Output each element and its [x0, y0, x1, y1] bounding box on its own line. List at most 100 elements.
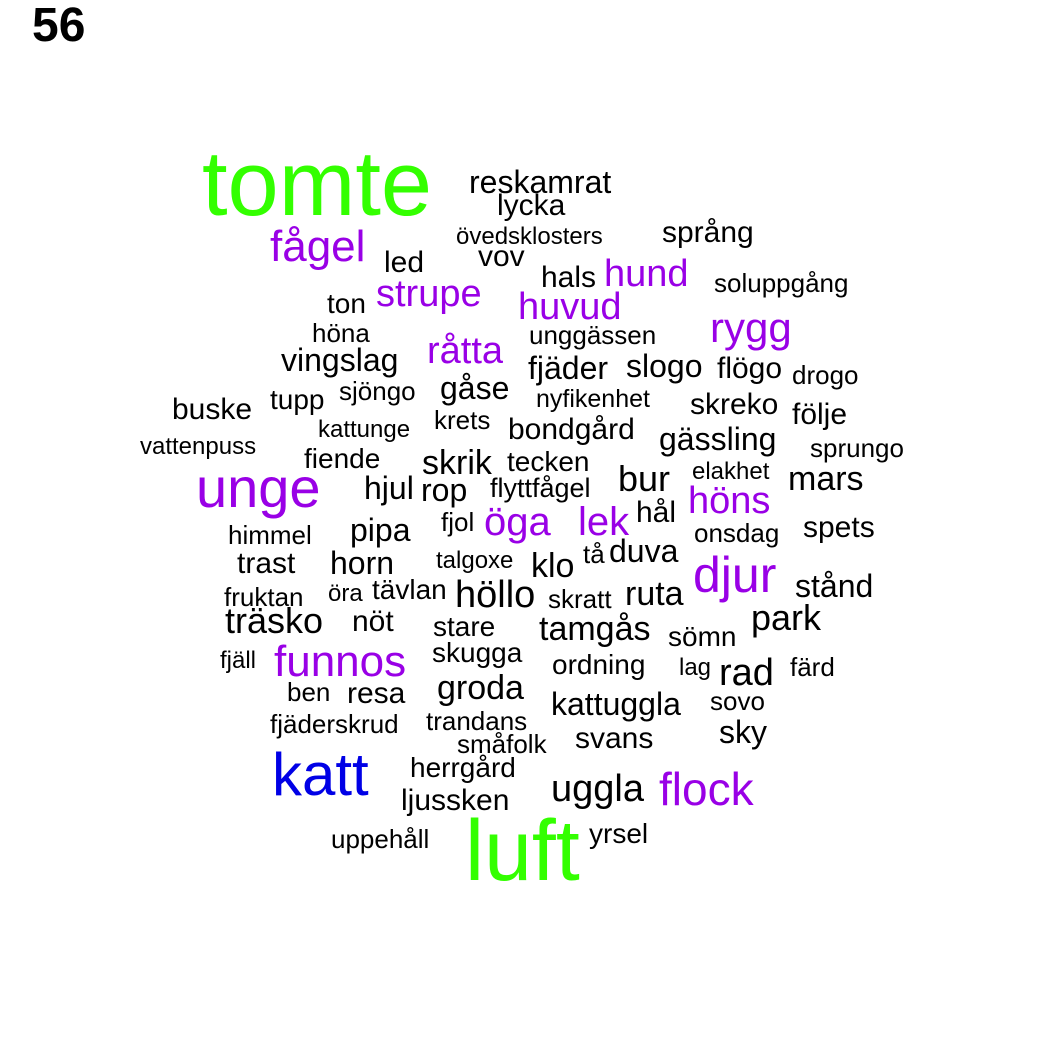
word-klo: klo — [531, 547, 575, 585]
word-horn: horn — [330, 545, 395, 581]
word-flock: flock — [659, 763, 754, 815]
word-sky: sky — [719, 714, 767, 750]
word-huvud: huvud — [518, 286, 622, 328]
word-spets: spets — [803, 511, 875, 544]
word-himmel: himmel — [228, 520, 312, 550]
word-trandans: trandans — [426, 706, 528, 736]
word-ruta: ruta — [625, 575, 684, 613]
word-gase: gåse — [440, 370, 510, 406]
word-nyfikenhet: nyfikenhet — [536, 385, 650, 413]
word-talgoxe: talgoxe — [436, 547, 514, 574]
word-bondgard: bondgård — [508, 413, 635, 446]
word-uggla: uggla — [551, 768, 644, 810]
word-soluppgang: soluppgång — [714, 268, 849, 298]
word-drogo: drogo — [792, 360, 859, 390]
word-rop: rop — [421, 472, 468, 508]
word-mars: mars — [788, 460, 864, 498]
word-skreko: skreko — [690, 388, 779, 421]
word-tecken: tecken — [507, 446, 590, 477]
word-reskamrat: reskamrat — [469, 164, 612, 200]
word-buske: buske — [172, 393, 253, 426]
word-ovedsklosters: övedsklosters — [456, 223, 603, 250]
word-vattenpuss: vattenpuss — [140, 433, 257, 460]
word-rad: rad — [719, 652, 774, 694]
word-fjader: fjäder — [528, 350, 609, 386]
word-kattunge: kattunge — [318, 416, 411, 443]
word-sprang: språng — [662, 216, 754, 249]
word-katt: katt — [272, 741, 369, 808]
word-bur: bur — [618, 458, 671, 499]
word-fjol: fjol — [441, 507, 475, 537]
word-hons: höns — [688, 480, 771, 522]
word-slogo: slogo — [626, 348, 703, 384]
word-groda: groda — [437, 669, 524, 707]
word-hals: hals — [541, 261, 597, 294]
word-lycka: lycka — [497, 189, 566, 222]
word-tamgas: tamgås — [539, 610, 651, 648]
word-ordning: ordning — [552, 649, 646, 680]
word-hjul: hjul — [364, 470, 414, 506]
word-sovo: sovo — [710, 686, 765, 716]
word-fjaderskrud: fjäderskrud — [270, 709, 399, 739]
word-rygg: rygg — [710, 304, 792, 351]
word-oga: öga — [484, 500, 551, 544]
word-skrik: skrik — [422, 444, 492, 482]
word-led: led — [384, 246, 425, 279]
word-unggassen: unggässen — [529, 320, 657, 350]
word-stand: stånd — [795, 568, 874, 604]
word-hollo: höllo — [455, 574, 536, 616]
word-fiende: fiende — [304, 443, 381, 474]
word-sjongo: sjöngo — [339, 376, 416, 406]
word-djur: djur — [693, 547, 777, 603]
word-skugga: skugga — [432, 637, 523, 668]
word-skratt: skratt — [548, 584, 612, 614]
word-tupp: tupp — [270, 384, 325, 415]
word-ljussken: ljussken — [401, 784, 510, 817]
word-ton: ton — [327, 288, 366, 319]
word-fagel: fågel — [270, 222, 366, 271]
word-hona: höna — [312, 318, 370, 348]
word-vov: vov — [478, 240, 525, 273]
word-somn: sömn — [668, 621, 737, 652]
word-ora: öra — [328, 580, 363, 607]
word-hund: hund — [604, 253, 689, 295]
word-fjall: fjäll — [220, 647, 257, 674]
word-flogo: flögo — [717, 352, 783, 385]
word-herrgard: herrgård — [410, 752, 516, 783]
word-gassling: gässling — [659, 421, 777, 457]
word-luft: luft — [465, 803, 580, 899]
word-krets: krets — [434, 405, 491, 435]
word-smafolk: småfolk — [457, 729, 547, 759]
word-duva: duva — [609, 533, 679, 569]
word-park: park — [751, 597, 822, 638]
word-uppehall: uppehåll — [331, 824, 430, 854]
page-number: 56 — [32, 0, 86, 52]
word-unge: unge — [196, 456, 321, 519]
word-svans: svans — [575, 722, 654, 755]
word-resa: resa — [347, 677, 406, 710]
word-elakhet: elakhet — [692, 458, 770, 485]
word-tomte: tomte — [202, 133, 433, 235]
word-ben: ben — [287, 677, 331, 707]
word-yrsel: yrsel — [589, 818, 649, 849]
word-stare: stare — [433, 611, 496, 642]
word-flyttfagel: flyttfågel — [490, 473, 591, 503]
word-trast: trast — [237, 547, 296, 580]
word-lag: lag — [679, 654, 712, 681]
word-pipa: pipa — [350, 512, 411, 548]
word-funnos: funnos — [274, 637, 407, 686]
word-tavlan: tävlan — [372, 574, 447, 605]
word-not: nöt — [352, 605, 394, 638]
word-onsdag: onsdag — [694, 518, 780, 548]
word-hal: hål — [636, 496, 677, 529]
word-ratta: råtta — [427, 330, 504, 372]
word-lek: lek — [578, 500, 630, 544]
word-fruktan: fruktan — [224, 582, 304, 612]
word-folje: följe — [792, 398, 848, 431]
word-kattuggla: kattuggla — [551, 686, 681, 722]
word-sprungo: sprungo — [810, 433, 904, 463]
word-ta: tå — [583, 539, 605, 569]
word-fard: färd — [790, 652, 835, 682]
word-vingslag: vingslag — [281, 342, 399, 378]
